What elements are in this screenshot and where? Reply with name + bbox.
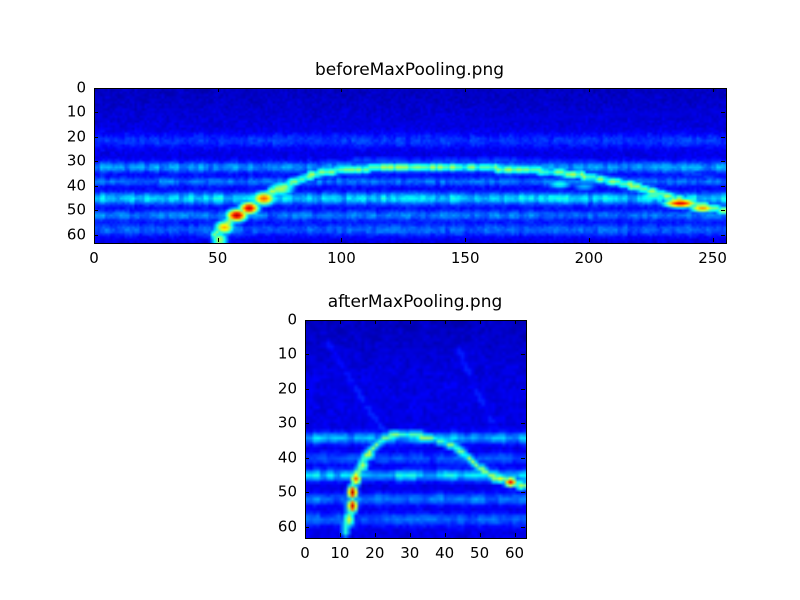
x-tick-mark [465, 238, 467, 242]
y-tick-mark-right [521, 354, 525, 356]
y-tick-mark-right [521, 526, 525, 528]
x-tick-label: 0 [89, 249, 99, 267]
x-tick-label: 40 [435, 544, 455, 562]
x-tick-mark-top [94, 88, 95, 92]
x-tick-mark [444, 533, 446, 537]
y-tick-mark [305, 457, 309, 459]
x-tick-label: 30 [400, 544, 420, 562]
x-tick-mark [341, 238, 343, 242]
y-tick-mark-right [521, 320, 525, 321]
y-tick-mark [305, 320, 309, 321]
y-tick-mark-right [721, 161, 725, 163]
x-tick-mark-top [374, 320, 376, 324]
y-tick-mark-right [521, 492, 525, 494]
x-tick-mark-top [588, 88, 590, 92]
axes-title-before-max-pooling: beforeMaxPooling.png [314, 60, 505, 80]
y-tick-label: 50 [277, 482, 297, 501]
y-tick-label: 30 [66, 151, 86, 170]
y-tick-mark-right [721, 210, 725, 212]
y-tick-mark [94, 161, 98, 163]
x-tick-label: 60 [504, 544, 525, 562]
y-tick-label: 20 [277, 379, 297, 398]
x-tick-mark [479, 533, 481, 537]
x-tick-mark [712, 238, 714, 242]
y-tick-mark [94, 88, 98, 89]
x-tick-mark-top [409, 320, 411, 324]
x-tick-mark-top [514, 320, 516, 324]
x-tick-mark-top [341, 88, 343, 92]
x-tick-label: 50 [470, 544, 490, 562]
x-tick-mark-top [479, 320, 481, 324]
x-tick-mark [588, 238, 590, 242]
x-tick-mark-top [444, 320, 446, 324]
y-tick-mark-right [721, 136, 725, 138]
x-tick-mark-top [305, 320, 306, 324]
x-tick-mark [217, 238, 219, 242]
x-tick-label: 50 [208, 249, 228, 267]
y-tick-label: 50 [66, 200, 86, 219]
y-tick-mark [305, 354, 309, 356]
x-tick-label: 10 [330, 544, 350, 562]
x-tick-label: 200 [574, 249, 604, 267]
y-tick-label: 40 [277, 448, 297, 467]
y-tick-mark [305, 492, 309, 494]
axes-after-max-pooling: afterMaxPooling.png 0 10 20 30 40 50 60 0 10 20 30… [278, 294, 527, 561]
x-tick-mark-top [465, 88, 467, 92]
heatmap-image-before-max-pooling [95, 89, 726, 243]
x-tick-mark [514, 533, 516, 537]
x-tick-mark [339, 533, 341, 537]
y-tick-label: 40 [66, 176, 86, 195]
y-tick-label: 30 [277, 413, 297, 432]
y-tick-mark-right [721, 234, 725, 236]
x-tick-mark [409, 533, 411, 537]
y-tick-mark-right [521, 457, 525, 459]
y-tick-mark [94, 136, 98, 138]
y-tick-mark-right [521, 388, 525, 390]
y-tick-mark [305, 423, 309, 425]
x-tick-label: 150 [450, 249, 480, 267]
x-tick-mark-top [712, 88, 714, 92]
x-tick-label: 0 [300, 544, 310, 562]
x-tick-label: 20 [365, 544, 385, 562]
y-tick-label: 10 [66, 102, 86, 121]
y-tick-label: 0 [287, 310, 297, 329]
y-tick-mark [305, 388, 309, 390]
axes-title-after-max-pooling: afterMaxPooling.png [327, 292, 503, 312]
x-tick-label: 250 [698, 249, 727, 267]
x-tick-mark [305, 533, 306, 537]
x-tick-label: 100 [327, 249, 356, 267]
y-tick-mark [94, 234, 98, 236]
axes-before-max-pooling: beforeMaxPooling.png 0 50 100 150 200 250 0 10 2… [67, 62, 727, 266]
y-tick-mark-right [721, 185, 725, 187]
y-tick-label: 0 [76, 78, 86, 97]
y-tick-mark [305, 526, 309, 528]
x-tick-mark-top [339, 320, 341, 324]
y-tick-mark [94, 210, 98, 212]
y-tick-mark [94, 185, 98, 187]
y-tick-mark-right [721, 88, 725, 89]
y-tick-label: 20 [66, 127, 86, 146]
y-tick-mark-right [721, 112, 725, 114]
x-tick-mark [374, 533, 376, 537]
x-tick-mark [94, 238, 95, 242]
x-tick-mark-top [217, 88, 219, 92]
plot-frame-before-max-pooling [94, 88, 727, 244]
y-tick-label: 60 [66, 225, 86, 244]
y-tick-label: 60 [277, 517, 297, 536]
y-tick-label: 10 [277, 344, 297, 363]
y-tick-mark [94, 112, 98, 114]
y-tick-mark-right [521, 423, 525, 425]
plot-frame-after-max-pooling [305, 320, 527, 539]
heatmap-image-after-max-pooling [306, 321, 526, 538]
